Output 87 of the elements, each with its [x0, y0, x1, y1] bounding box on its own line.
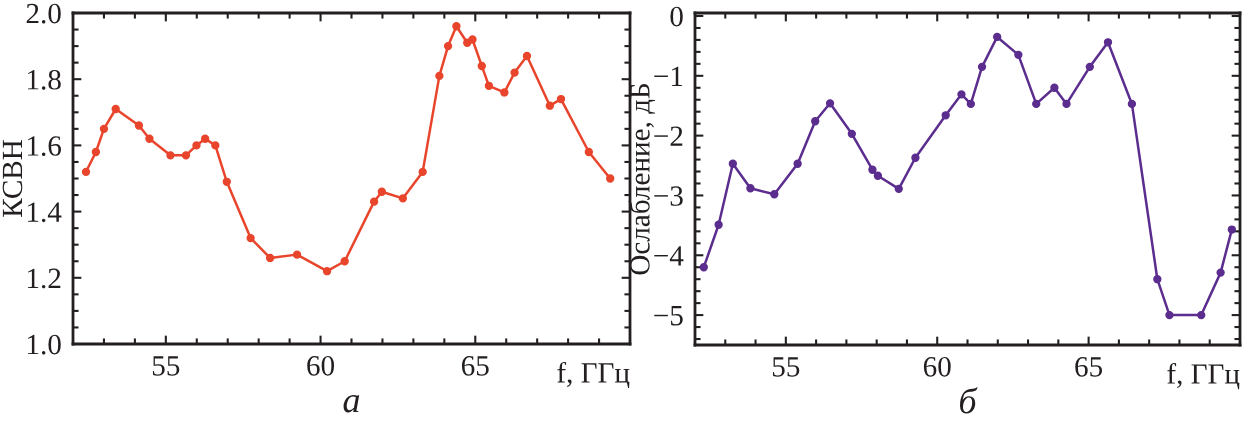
point [369, 197, 379, 206]
point [452, 22, 461, 31]
x-tick-label: 65 [1075, 357, 1103, 377]
x-tick-label: 60 [307, 355, 335, 376]
x-tick-label: 55 [152, 356, 180, 376]
point [500, 88, 509, 97]
point [793, 159, 802, 168]
point [811, 117, 820, 126]
point [1165, 310, 1174, 320]
point [398, 194, 408, 203]
point [435, 71, 444, 81]
point [468, 35, 477, 44]
y-tick-label: −4 [654, 246, 684, 266]
point [443, 41, 453, 51]
point [966, 99, 975, 109]
point [111, 104, 120, 114]
point [265, 253, 275, 263]
point [145, 134, 154, 143]
point [941, 111, 950, 120]
point [847, 129, 857, 139]
point [556, 94, 566, 104]
point [246, 233, 255, 243]
x-tick-label: 55 [772, 357, 800, 377]
point [545, 101, 555, 110]
point [1085, 62, 1094, 72]
point [977, 62, 987, 72]
y-tick-label: 2.0 [26, 3, 61, 24]
point [192, 141, 201, 150]
point [91, 147, 101, 157]
point [1062, 99, 1071, 109]
point [1197, 310, 1206, 320]
point [292, 250, 302, 259]
x-tick-label: 65 [461, 356, 489, 376]
point [510, 68, 519, 77]
point [522, 51, 532, 61]
point [477, 61, 486, 71]
point [340, 257, 349, 266]
point [1216, 268, 1225, 277]
y-tick-label: 0 [670, 6, 683, 27]
y-tick-label: 1.4 [28, 202, 62, 223]
point [993, 32, 1002, 42]
point [770, 190, 779, 199]
point [699, 263, 708, 272]
text: а [343, 395, 360, 413]
y-tick-label: 1.6 [28, 136, 62, 156]
point [81, 167, 91, 177]
point [211, 141, 220, 150]
point [166, 151, 175, 160]
point [911, 153, 920, 162]
point [1227, 225, 1236, 234]
point [99, 124, 109, 134]
point [1127, 99, 1137, 109]
point [418, 167, 427, 177]
point [714, 220, 723, 229]
x-axis-title: f, ГГц [1167, 362, 1240, 390]
point [825, 99, 835, 108]
point [873, 171, 883, 180]
point [134, 121, 144, 130]
point [894, 184, 903, 194]
point [222, 177, 231, 186]
x-tick-label: 60 [923, 356, 951, 377]
point [584, 147, 594, 157]
x-axis-title: f, ГГц [557, 361, 630, 389]
point [868, 165, 877, 174]
point [200, 134, 210, 143]
y-tick-label: −5 [654, 306, 683, 326]
point [606, 174, 615, 183]
y-tick-label: −2 [654, 126, 683, 146]
point [1103, 38, 1113, 47]
point [1032, 99, 1041, 109]
point [957, 90, 966, 99]
point [1050, 83, 1059, 92]
y-tick-label: 1.0 [28, 334, 61, 355]
y-tick-label: −1 [654, 66, 683, 86]
point [322, 267, 332, 276]
point [1014, 50, 1023, 60]
y-axis-title: КСВН [2, 140, 23, 218]
text: б [960, 387, 978, 414]
y-tick-label: 1.2 [28, 268, 61, 289]
point [746, 184, 755, 193]
y-tick-label: −3 [654, 186, 683, 206]
point [728, 159, 738, 168]
point [181, 151, 191, 160]
point [1153, 275, 1162, 284]
point [484, 81, 494, 90]
point [377, 187, 386, 196]
y-tick-label: 1.8 [28, 69, 61, 90]
